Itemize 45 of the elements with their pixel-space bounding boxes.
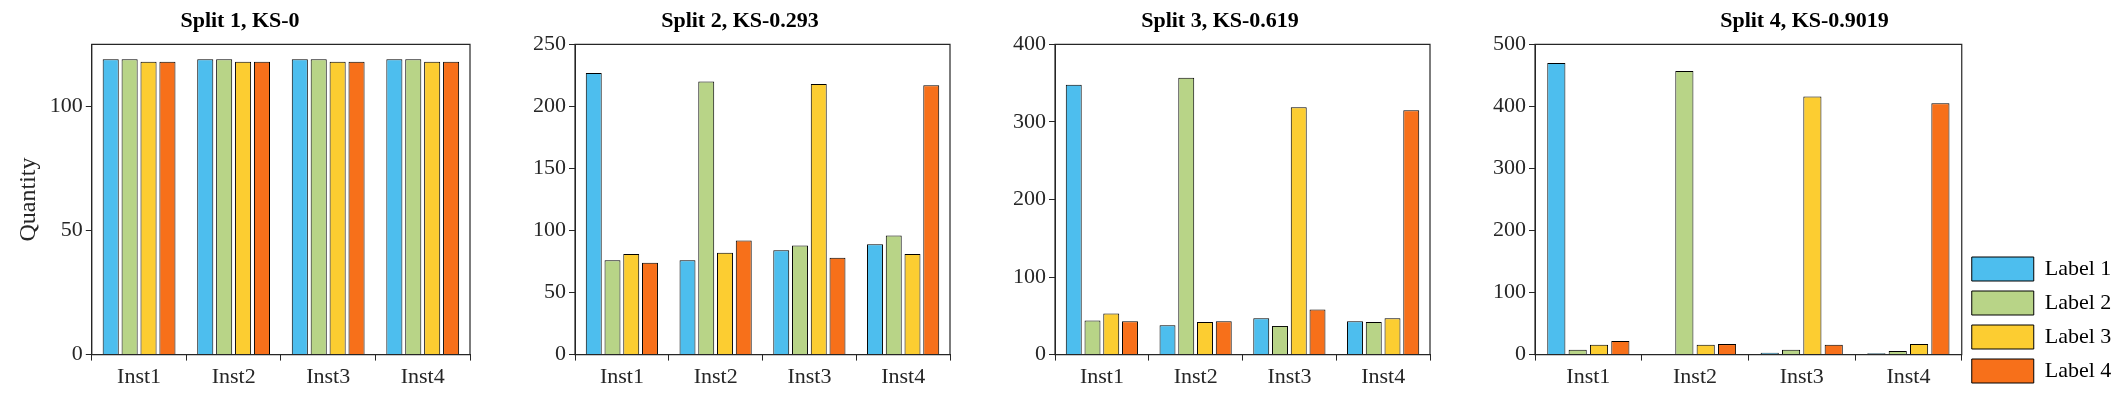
x-tick-label: Inst1 [1566,362,1611,388]
chart-title: Split 2, KS-0.293 [661,6,819,32]
y-tick-label: 100 [1013,262,1046,288]
x-tick-label: Inst1 [599,362,644,388]
y-tick-label: 500 [1493,30,1526,56]
legend-label: Label 3 [2044,322,2112,348]
legend-label: Label 4 [2044,356,2112,382]
y-tick-label: 200 [1013,185,1046,211]
x-tick-label: Inst4 [1361,362,1406,388]
legend-label: Label 2 [2044,288,2112,314]
y-tick-label: 0 [71,340,83,366]
y-tick-label: 50 [544,278,566,304]
y-axis-title: Quantity [13,157,40,242]
x-tick-label: Inst1 [117,362,162,388]
y-tick-label: 0 [555,340,566,366]
x-tick-label: Inst3 [1779,362,1824,388]
x-tick-label: Inst3 [1267,362,1312,388]
chart-title: Split 1, KS-0 [180,6,300,32]
y-tick-label: 300 [1013,107,1046,133]
x-tick-label: Inst2 [211,362,256,388]
y-tick-label: 300 [1493,154,1526,180]
x-tick-label: Inst4 [1886,362,1931,388]
chart-title: Split 4, KS-0.9019 [1720,6,1889,32]
x-tick-label: Inst2 [1173,362,1218,388]
y-tick-label: 0 [1035,340,1046,366]
legend-label: Label 1 [2044,254,2112,280]
x-tick-label: Inst1 [1079,362,1124,388]
y-tick-label: 250 [533,30,566,56]
x-tick-label: Inst4 [400,362,445,388]
y-tick-label: 0 [1515,340,1526,366]
y-tick-label: 100 [49,92,83,118]
y-tick-label: 100 [1493,278,1526,304]
x-tick-label: Inst2 [693,362,738,388]
y-tick-label: 100 [533,216,566,242]
y-tick-label: 200 [533,92,566,118]
y-tick-label: 400 [1013,30,1046,56]
x-tick-label: Inst4 [881,362,926,388]
y-tick-label: 400 [1493,92,1526,118]
x-tick-label: Inst2 [1673,362,1718,388]
x-tick-label: Inst3 [306,362,351,388]
chart-title: Split 3, KS-0.619 [1141,6,1299,32]
y-tick-label: 150 [533,154,566,180]
y-tick-label: 200 [1493,216,1526,242]
x-tick-label: Inst3 [787,362,832,388]
y-tick-label: 50 [60,216,83,242]
